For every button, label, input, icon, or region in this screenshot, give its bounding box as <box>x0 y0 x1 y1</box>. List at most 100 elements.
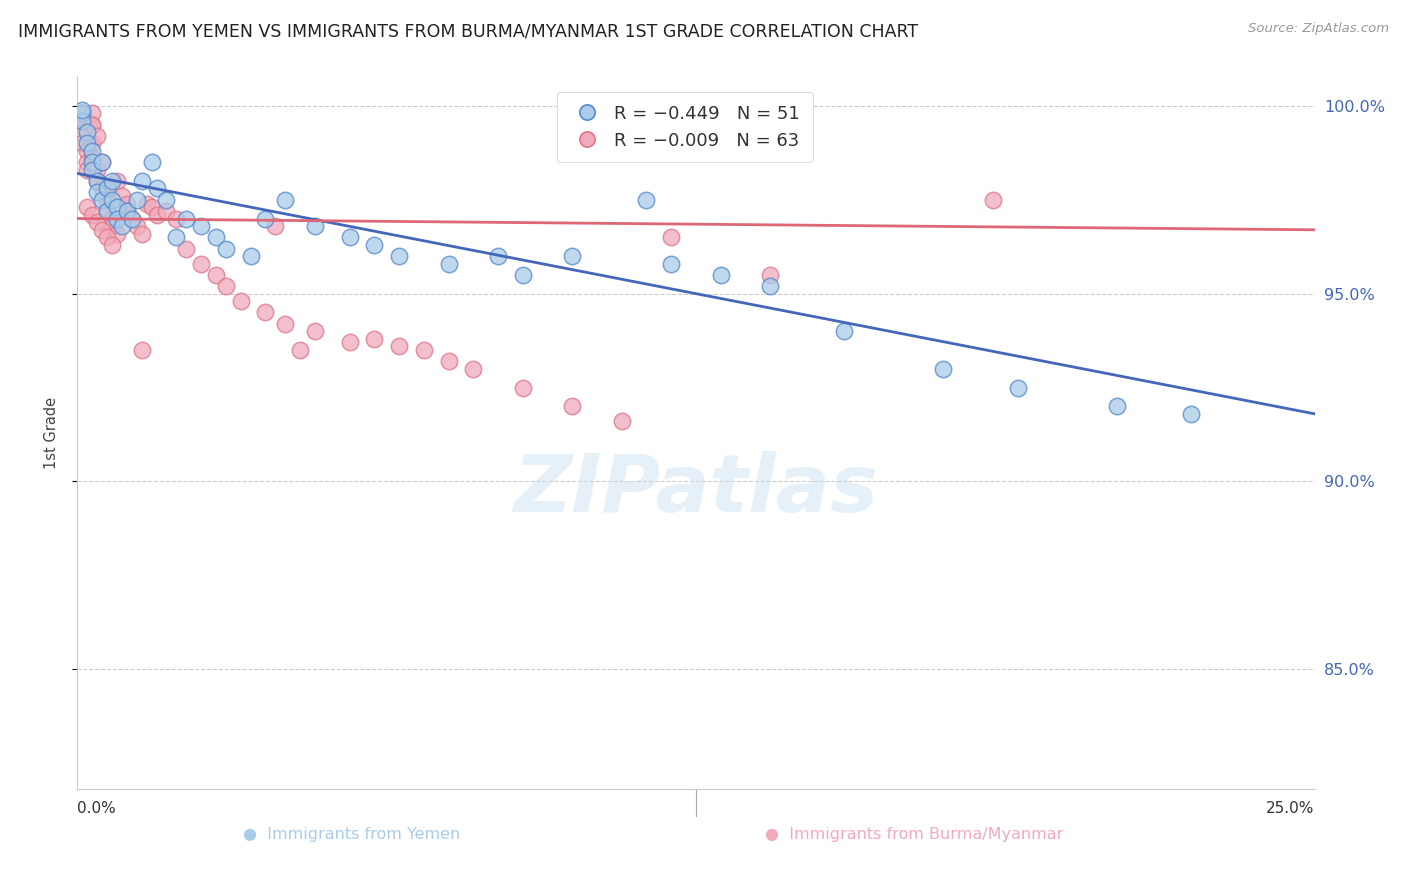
Text: 0.0%: 0.0% <box>77 801 117 815</box>
Point <box>125 219 148 233</box>
Point <box>105 227 128 241</box>
Point <box>111 189 134 203</box>
Point <box>239 249 262 263</box>
Point <box>215 279 238 293</box>
Point <box>86 162 108 177</box>
Point <box>274 317 297 331</box>
Point <box>834 324 856 338</box>
Point <box>96 230 118 244</box>
Point <box>512 268 534 282</box>
Point <box>759 268 782 282</box>
Point <box>105 174 128 188</box>
Point <box>76 144 98 158</box>
Point <box>155 193 177 207</box>
Point <box>486 249 509 263</box>
Point <box>72 103 94 117</box>
Point <box>363 332 385 346</box>
Point <box>659 257 682 271</box>
Point <box>141 200 163 214</box>
Point <box>96 204 118 219</box>
Point <box>82 155 104 169</box>
Point <box>388 249 411 263</box>
Point <box>82 144 104 158</box>
Point <box>437 257 460 271</box>
Point <box>82 118 104 132</box>
Point <box>710 268 733 282</box>
Point <box>76 155 98 169</box>
Point <box>101 174 124 188</box>
Point <box>91 193 114 207</box>
Point <box>131 227 153 241</box>
Point <box>82 208 104 222</box>
Point <box>288 343 311 357</box>
Point <box>437 354 460 368</box>
Point <box>205 230 228 244</box>
Text: IMMIGRANTS FROM YEMEN VS IMMIGRANTS FROM BURMA/MYANMAR 1ST GRADE CORRELATION CHA: IMMIGRANTS FROM YEMEN VS IMMIGRANTS FROM… <box>18 22 918 40</box>
Point <box>339 230 361 244</box>
Point <box>115 204 138 219</box>
Point <box>205 268 228 282</box>
Point <box>91 155 114 169</box>
Point <box>981 193 1004 207</box>
Point <box>274 193 297 207</box>
Text: ●  Immigrants from Yemen: ● Immigrants from Yemen <box>243 827 460 841</box>
Point <box>561 249 583 263</box>
Point <box>229 294 252 309</box>
Point <box>115 196 138 211</box>
Point <box>76 136 98 151</box>
Point <box>304 324 326 338</box>
Text: Source: ZipAtlas.com: Source: ZipAtlas.com <box>1249 22 1389 36</box>
Point <box>215 242 238 256</box>
Point <box>96 181 118 195</box>
Point <box>512 380 534 394</box>
Point <box>96 204 118 219</box>
Point <box>174 242 197 256</box>
Point <box>135 196 157 211</box>
Y-axis label: 1st Grade: 1st Grade <box>44 397 59 468</box>
Point <box>86 215 108 229</box>
Point <box>190 257 212 271</box>
Point <box>339 335 361 350</box>
Point <box>86 174 108 188</box>
Point <box>190 219 212 233</box>
Point <box>72 114 94 128</box>
Point <box>91 181 114 195</box>
Point <box>86 128 108 143</box>
Point <box>111 219 134 233</box>
Point <box>131 174 153 188</box>
Legend: R = −0.449   N = 51, R = −0.009   N = 63: R = −0.449 N = 51, R = −0.009 N = 63 <box>557 92 813 162</box>
Point <box>121 211 143 226</box>
Point <box>82 118 104 132</box>
Point <box>86 186 108 200</box>
Point <box>561 400 583 414</box>
Point <box>72 106 94 120</box>
Point <box>82 106 104 120</box>
Point <box>86 174 108 188</box>
Point <box>463 361 485 376</box>
Point <box>72 125 94 139</box>
Point <box>1007 380 1029 394</box>
Point <box>96 193 118 207</box>
Point <box>82 136 104 151</box>
Point <box>72 106 94 120</box>
Point <box>363 237 385 252</box>
Point <box>610 414 633 428</box>
Point <box>388 339 411 353</box>
Point <box>125 193 148 207</box>
Point <box>131 343 153 357</box>
Point <box>304 219 326 233</box>
Point <box>759 279 782 293</box>
Point <box>76 200 98 214</box>
Point <box>91 155 114 169</box>
Point <box>165 211 187 226</box>
Point <box>105 211 128 226</box>
Point <box>174 211 197 226</box>
Point <box>1180 407 1202 421</box>
Point <box>82 162 104 177</box>
Point <box>76 162 98 177</box>
Point <box>115 204 138 219</box>
Point <box>264 219 287 233</box>
Point <box>101 193 124 207</box>
Point <box>412 343 434 357</box>
Point <box>1105 400 1128 414</box>
